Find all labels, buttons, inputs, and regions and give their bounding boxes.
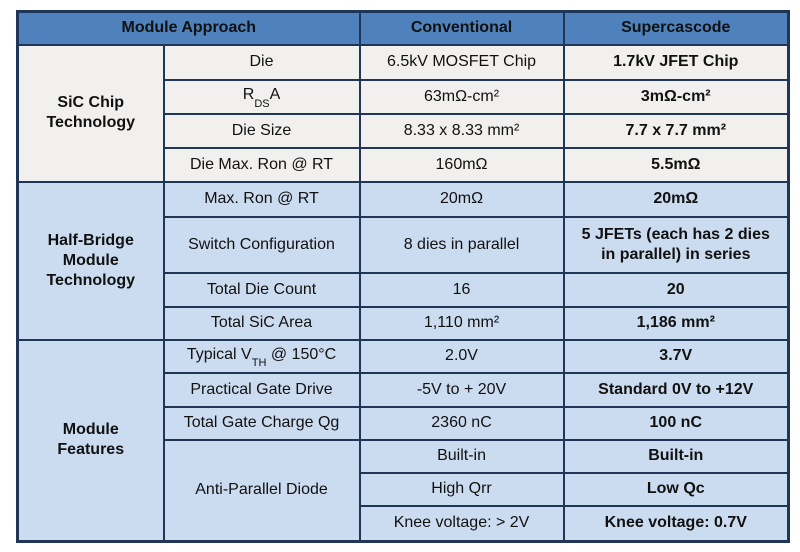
conventional-value-die-max-ron: 160mΩ: [358, 146, 565, 183]
table-row-die-size: Die Size 8.33 x 8.33 mm² 7.7 x 7.7 mm²: [18, 112, 790, 149]
conventional-value-switch-config: 8 dies in parallel: [358, 215, 565, 274]
supercascode-value-diode-knee: Knee voltage: 0.7V: [562, 504, 790, 543]
table-row-die: SiC Chip Technology Die 6.5kV MOSFET Chi…: [16, 43, 790, 183]
supercascode-value-die: 1.7kV JFET Chip: [562, 43, 790, 81]
supercascode-value-max-ron: 20mΩ: [562, 180, 790, 218]
conventional-value-diode-qrr: High Qrr: [358, 471, 565, 507]
supercascode-value-diode-builtin: Built-in: [562, 438, 790, 474]
conventional-value-diode-builtin: Built-in: [358, 438, 565, 474]
section-label-half-bridge: Half-Bridge Module Technology: [16, 180, 165, 341]
conventional-value-die: 6.5kV MOSFET Chip: [358, 43, 565, 81]
param-label-total-die-count: Total Die Count: [162, 271, 361, 308]
param-label-die-size: Die Size: [162, 112, 361, 149]
vth-pre: Typical V: [186, 345, 252, 363]
table-row-total-sic-area: Total SiC Area 1,110 mm² 1,186 mm²: [18, 305, 790, 341]
table-row-total-die-count: Total Die Count 16 20: [18, 271, 790, 308]
param-label-switch-config: Switch Configuration: [162, 215, 361, 274]
header-cell-supercascode: Supercascode: [562, 10, 790, 46]
param-label-rdsa: RDSA: [162, 78, 361, 115]
conventional-value-total-sic-area: 1,110 mm²: [358, 305, 565, 341]
supercascode-value-rdsa: 3mΩ-cm²: [562, 78, 790, 115]
param-label-gate-drive: Practical Gate Drive: [162, 371, 361, 408]
table-row-typical-vth: Module Features Typical VTH @ 150°C 2.0V…: [16, 338, 790, 543]
vth-subscript: TH: [251, 357, 267, 370]
section-label-sic-chip: SiC Chip Technology: [16, 43, 165, 183]
table-row-max-ron: Half-Bridge Module Technology Max. Ron @…: [16, 180, 790, 341]
supercascode-value-total-sic-area: 1,186 mm²: [562, 305, 790, 341]
supercascode-value-typical-vth: 3.7V: [562, 338, 790, 374]
conventional-value-gate-drive: -5V to + 20V: [358, 371, 565, 408]
table-row-rdsa: RDSA 63mΩ-cm² 3mΩ-cm²: [18, 78, 790, 115]
conventional-value-rdsa: 63mΩ-cm²: [358, 78, 565, 115]
table-row-diode-builtin: Anti-Parallel Diode Built-in Built-in: [18, 438, 790, 543]
param-label-total-sic-area: Total SiC Area: [162, 305, 361, 341]
param-label-typical-vth: Typical VTH @ 150°C: [162, 338, 361, 374]
param-label-die-max-ron: Die Max. Ron @ RT: [162, 146, 361, 183]
supercascode-value-total-die-count: 20: [562, 271, 790, 308]
header-cell-module-approach: Module Approach: [16, 10, 361, 46]
header-row: Module Approach Conventional Supercascod…: [16, 10, 790, 46]
supercascode-value-die-max-ron: 5.5mΩ: [562, 146, 790, 183]
comparison-table: Module Approach Conventional Supercascod…: [16, 10, 791, 543]
section-label-module-features: Module Features: [16, 338, 165, 543]
conventional-value-die-size: 8.33 x 8.33 mm²: [358, 112, 565, 149]
supercascode-value-diode-qrr: Low Qc: [562, 471, 790, 507]
table-row-diode-knee: Knee voltage: > 2V Knee voltage: 0.7V: [18, 504, 790, 543]
conventional-value-max-ron: 20mΩ: [358, 180, 565, 218]
param-label-die: Die: [162, 43, 361, 81]
table-row-gate-drive: Practical Gate Drive -5V to + 20V Standa…: [18, 371, 790, 408]
conventional-value-total-die-count: 16: [358, 271, 565, 308]
supercascode-value-gate-drive: Standard 0V to +12V: [562, 371, 790, 408]
table-row-diode-qrr: High Qrr Low Qc: [18, 471, 790, 507]
table-row-switch-config: Switch Configuration 8 dies in parallel …: [18, 215, 790, 274]
param-label-max-ron: Max. Ron @ RT: [162, 180, 361, 218]
rdsa-post: A: [269, 86, 281, 104]
rdsa-subscript: DS: [254, 97, 270, 110]
header-cell-conventional: Conventional: [358, 10, 565, 46]
rdsa-pre: R: [242, 86, 255, 104]
param-label-gate-charge: Total Gate Charge Qg: [162, 405, 361, 441]
supercascode-value-die-size: 7.7 x 7.7 mm²: [562, 112, 790, 149]
table-row-die-max-ron: Die Max. Ron @ RT 160mΩ 5.5mΩ: [18, 146, 790, 183]
conventional-value-diode-knee: Knee voltage: > 2V: [358, 504, 565, 543]
table-row-gate-charge: Total Gate Charge Qg 2360 nC 100 nC: [18, 405, 790, 441]
vth-post: @ 150°C: [266, 345, 337, 363]
supercascode-value-gate-charge: 100 nC: [562, 405, 790, 441]
conventional-value-typical-vth: 2.0V: [358, 338, 565, 374]
conventional-value-gate-charge: 2360 nC: [358, 405, 565, 441]
param-label-anti-parallel-diode: Anti-Parallel Diode: [162, 438, 361, 543]
supercascode-value-switch-config: 5 JFETs (each has 2 dies in parallel) in…: [562, 215, 790, 274]
